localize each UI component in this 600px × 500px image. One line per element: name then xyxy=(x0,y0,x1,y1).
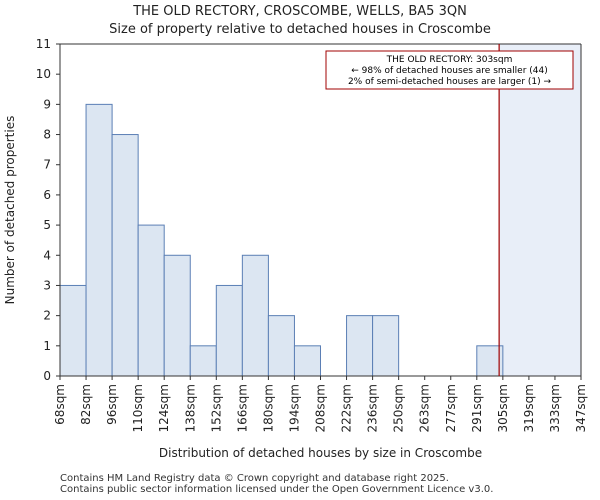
y-tick-label: 8 xyxy=(43,128,51,142)
histogram-bar xyxy=(267,315,295,377)
y-tick-label: 4 xyxy=(43,248,51,262)
chart-title: THE OLD RECTORY, CROSCOMBE, WELLS, BA5 3… xyxy=(133,4,467,19)
histogram-bar xyxy=(346,315,374,377)
x-tick-label: 194sqm xyxy=(287,384,301,432)
y-tick-label: 10 xyxy=(36,67,51,81)
y-tick-label: 9 xyxy=(43,97,51,111)
histogram-bar xyxy=(215,284,243,377)
x-tick-label: 222sqm xyxy=(340,384,354,432)
annotation-line-1: THE OLD RECTORY: 303sqm xyxy=(386,55,513,65)
x-tick-label: 250sqm xyxy=(392,384,406,432)
x-tick-label: 138sqm xyxy=(183,384,197,432)
histogram-bar xyxy=(137,224,165,377)
y-tick-label: 7 xyxy=(43,158,51,172)
x-axis-label: Distribution of detached houses by size … xyxy=(159,446,482,460)
histogram-bar xyxy=(189,345,217,377)
chart-subtitle: Size of property relative to detached ho… xyxy=(109,22,491,37)
x-tick-label: 333sqm xyxy=(548,384,562,432)
y-tick-label: 2 xyxy=(43,309,51,323)
x-tick-label: 319sqm xyxy=(522,384,536,432)
x-tick-label: 291sqm xyxy=(470,384,484,432)
x-tick-label: 68sqm xyxy=(53,384,67,425)
x-tick-label: 166sqm xyxy=(235,384,249,432)
x-tick-label: 347sqm xyxy=(574,384,588,432)
x-tick-label: 152sqm xyxy=(209,384,223,432)
y-tick-label: 11 xyxy=(36,37,51,51)
histogram-bar xyxy=(59,284,87,377)
footer-line-1: Contains HM Land Registry data © Crown c… xyxy=(60,473,449,484)
y-tick-label: 3 xyxy=(43,278,51,292)
y-tick-label: 6 xyxy=(43,188,51,202)
histogram-bar xyxy=(111,134,139,377)
y-tick-label: 1 xyxy=(43,339,51,353)
annotation-box xyxy=(325,50,574,90)
histogram-chart: 0 1 2 3 4 5 6 7 8 9 10 11 68sqm 82sqm 96sqm 110sqm 124sq… xyxy=(3,37,588,460)
histogram-bar xyxy=(241,254,269,377)
x-tick-label: 208sqm xyxy=(314,384,328,432)
y-tick-label: 5 xyxy=(43,218,51,232)
histogram-bar xyxy=(85,103,113,377)
histogram-bar xyxy=(372,315,400,377)
annotation-line-2: ← 98% of detached houses are smaller (44… xyxy=(351,66,548,76)
x-tick-label: 277sqm xyxy=(444,384,458,432)
x-tick-label: 110sqm xyxy=(131,384,145,432)
x-tick-label: 236sqm xyxy=(366,384,380,432)
histogram-bar xyxy=(476,345,504,377)
y-tick-label: 0 xyxy=(43,369,51,383)
larger-region-shade xyxy=(499,44,581,376)
histogram-bar xyxy=(163,254,191,377)
y-axis-label: Number of detached properties xyxy=(3,116,17,305)
x-tick-label: 82sqm xyxy=(79,384,93,425)
histogram-bar xyxy=(293,345,322,377)
x-tick-label: 263sqm xyxy=(418,384,432,432)
annotation-line-3: 2% of semi-detached houses are larger (1… xyxy=(348,77,552,87)
x-tick-label: 96sqm xyxy=(105,384,119,425)
footer-line-2: Contains public sector information licen… xyxy=(60,484,494,495)
x-tick-label: 180sqm xyxy=(261,384,275,432)
x-tick-label: 124sqm xyxy=(157,384,171,432)
x-tick-label: 305sqm xyxy=(496,384,510,432)
